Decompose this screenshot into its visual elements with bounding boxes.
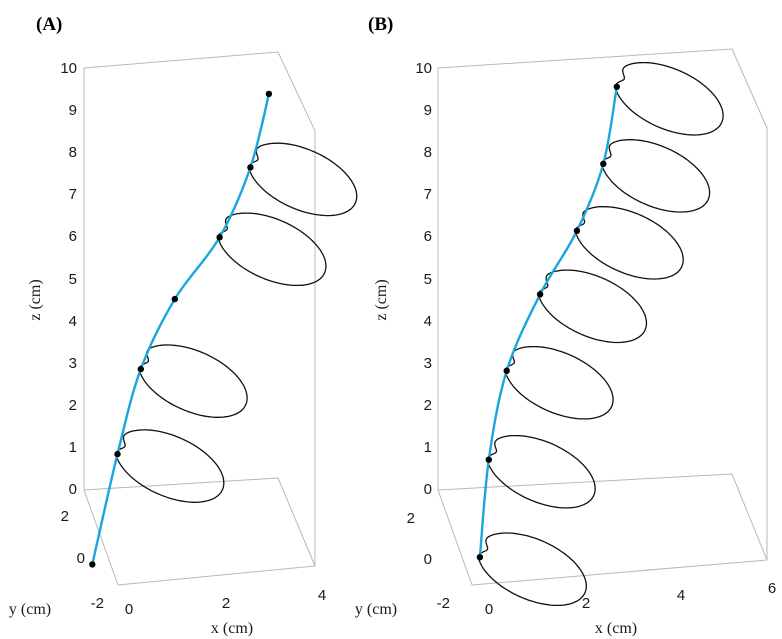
panel-a-ytick-neg2: -2 — [91, 595, 104, 612]
panel-a-z-ticks: 0 1 2 3 4 5 6 7 8 9 10 — [60, 60, 77, 498]
panel-b-y-ticks: 2 0 -2 — [407, 510, 450, 612]
panel-a-ztick-0: 0 — [69, 481, 77, 498]
panel-b-ring-5 — [601, 139, 711, 213]
panel-b-xtick-2: 2 — [582, 595, 590, 612]
panel-b-ztick-4: 4 — [424, 313, 432, 330]
panel-a-box-top-edges — [83, 51, 316, 132]
panel-a-ring-3 — [248, 142, 358, 217]
panel-a-xtick-4: 4 — [318, 587, 326, 604]
panel-b-xtick-6: 6 — [768, 580, 776, 597]
panel-a-ztick-3: 3 — [69, 355, 77, 372]
panel-b-ring-2 — [504, 345, 614, 420]
panel-b-ring-0 — [478, 532, 587, 607]
panel-b-ytick-neg2: -2 — [437, 595, 450, 612]
panel-b-point-6 — [613, 83, 620, 91]
panel-b-rings — [478, 61, 724, 607]
panel-b-point-5 — [600, 160, 607, 168]
panel-b-xtick-0: 0 — [485, 601, 493, 618]
panel-a-xtick-2: 2 — [222, 595, 230, 612]
panel-a: (A) 0 1 2 3 4 5 6 7 8 9 10 z (cm) 2 — [9, 14, 358, 637]
panel-a-rings — [115, 142, 358, 503]
panel-a-centerline — [91, 92, 271, 566]
panel-a-box-floor-front-edge — [117, 565, 316, 586]
panel-b-label: (B) — [368, 14, 393, 35]
panel-b-ytick-2: 2 — [407, 510, 415, 527]
panel-b-x-label: x (cm) — [595, 620, 637, 637]
panel-a-ztick-9: 9 — [69, 102, 77, 119]
panel-a-point-2 — [137, 365, 144, 373]
panel-b-point-0 — [476, 554, 484, 561]
panel-b-ztick-8: 8 — [424, 144, 432, 161]
panel-a-ztick-8: 8 — [69, 144, 77, 161]
panel-a-ztick-6: 6 — [69, 228, 77, 245]
panel-a-ztick-7: 7 — [69, 186, 77, 203]
panel-a-ztick-2: 2 — [69, 397, 77, 414]
panel-a-ring-0 — [115, 429, 225, 503]
panel-a-ytick-0: 0 — [77, 550, 85, 567]
panel-a-ytick-2: 2 — [61, 508, 69, 525]
panel-b-point-1 — [485, 456, 492, 463]
panel-a-ring-1 — [138, 344, 248, 418]
panel-a-point-5 — [247, 164, 254, 171]
panel-a-xtick-0: 0 — [125, 601, 133, 618]
panel-a-ztick-5: 5 — [69, 271, 77, 288]
panel-a-point-1 — [114, 450, 121, 458]
panel-a-axes-box — [83, 51, 316, 586]
panel-a-point-3 — [171, 295, 178, 303]
panel-a-point-4 — [216, 234, 223, 241]
panel-b-y-label: y (cm) — [355, 601, 397, 618]
panel-b-xtick-4: 4 — [677, 587, 685, 604]
panel-a-label: (A) — [36, 14, 62, 35]
panel-b-point-3 — [536, 291, 544, 298]
panel-a-point-6 — [265, 90, 273, 98]
panel-a-ztick-4: 4 — [69, 313, 77, 330]
panel-a-x-label: x (cm) — [211, 620, 253, 637]
panel-b: (B) 0 1 2 3 4 5 6 7 8 9 10 z (cm) 2 0 -2 — [355, 14, 776, 637]
panel-b-ztick-1: 1 — [424, 439, 432, 456]
panel-b-point-2 — [503, 367, 510, 374]
panel-a-box-floor-back-edges — [83, 477, 316, 567]
panel-b-ring-3 — [538, 269, 648, 344]
panel-b-ring-4 — [575, 205, 684, 280]
panel-a-ztick-10: 10 — [60, 60, 77, 77]
panel-b-ztick-10: 10 — [415, 60, 432, 77]
panel-a-z-label: z (cm) — [27, 279, 44, 320]
panel-b-ztick-0: 0 — [424, 481, 432, 498]
panel-b-ztick-7: 7 — [424, 186, 432, 203]
panel-b-points — [476, 83, 620, 561]
panel-b-ztick-3: 3 — [424, 355, 432, 372]
panel-a-box-floor-left-edge — [83, 489, 119, 586]
panel-a-ztick-1: 1 — [69, 439, 77, 456]
panel-b-ytick-0: 0 — [424, 551, 432, 568]
panel-a-x-ticks: 0 2 4 — [125, 587, 326, 618]
panel-b-z-label: z (cm) — [373, 279, 390, 320]
panel-a-y-ticks: 2 0 -2 — [61, 508, 104, 612]
panel-b-box-top-edges — [437, 48, 768, 129]
panel-b-z-ticks: 0 1 2 3 4 5 6 7 8 9 10 — [415, 60, 432, 498]
panel-a-point-0 — [89, 561, 96, 568]
panel-b-x-ticks: 0 2 4 6 — [485, 580, 776, 618]
panel-b-point-4 — [573, 227, 581, 234]
panel-b-box-floor-left-edge — [437, 489, 473, 586]
panel-a-ring-2 — [217, 212, 327, 287]
panel-b-ring-1 — [486, 434, 596, 509]
panel-b-ztick-5: 5 — [424, 271, 432, 288]
panel-b-ring-6 — [614, 61, 724, 136]
panel-b-ztick-9: 9 — [424, 102, 432, 119]
panel-a-y-label: y (cm) — [9, 601, 51, 618]
panel-b-axes-box — [437, 48, 768, 586]
panel-b-ztick-6: 6 — [424, 228, 432, 245]
panel-b-box-floor-back-edges — [437, 473, 768, 561]
panel-b-box-floor-front-edge — [471, 559, 768, 586]
panel-a-points — [89, 90, 273, 568]
panel-b-ztick-2: 2 — [424, 397, 432, 414]
